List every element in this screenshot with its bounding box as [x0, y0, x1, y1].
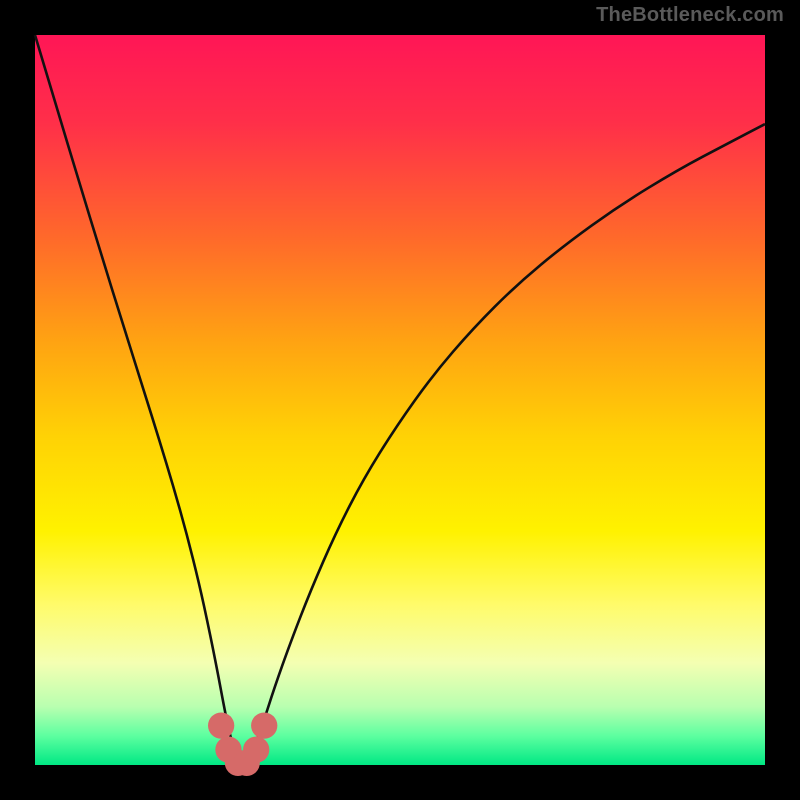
figure-frame: TheBottleneck.com [0, 0, 800, 800]
trough-marker [243, 737, 269, 763]
plot-area [35, 35, 765, 765]
chart-svg [0, 0, 800, 800]
watermark-text: TheBottleneck.com [596, 4, 784, 27]
trough-marker [251, 712, 277, 738]
trough-marker [208, 712, 234, 738]
